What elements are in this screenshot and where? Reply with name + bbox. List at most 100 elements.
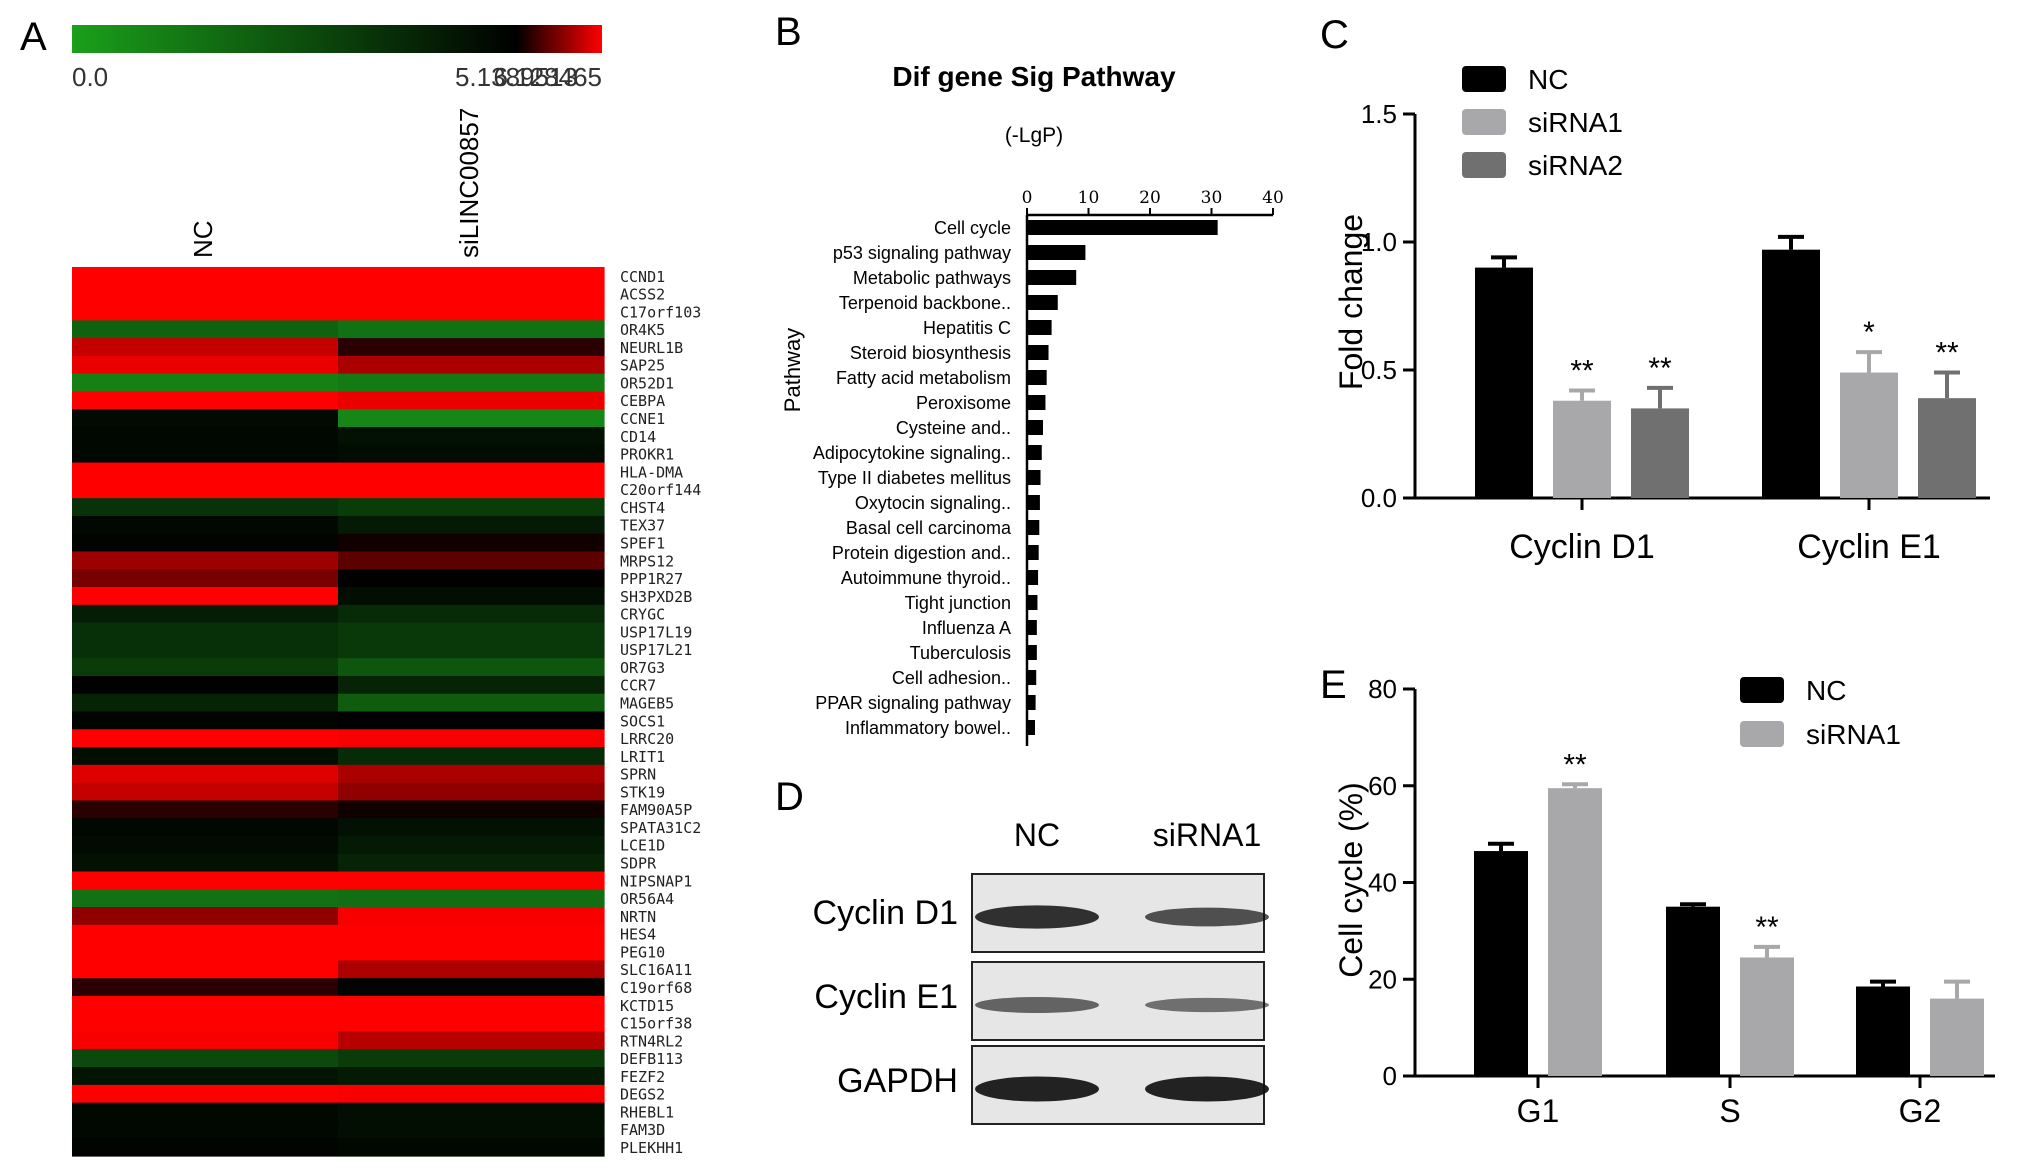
pathway-bar [1027, 420, 1043, 435]
heatmap-cell [72, 907, 339, 926]
fold-change-significance: * [1863, 316, 1875, 349]
heatmap-row-label: RTN4RL2 [620, 1032, 683, 1050]
heatmap-cell [338, 1138, 605, 1157]
heatmap-cell [338, 604, 605, 624]
heatmap-cell [72, 729, 339, 748]
heatmap-cell [338, 569, 605, 588]
heatmap-cell [72, 942, 339, 962]
heatmap-cell [338, 409, 605, 428]
pathway-bar [1027, 695, 1036, 710]
cell-cycle-legend-swatch [1740, 721, 1784, 747]
pathway-bar [1027, 570, 1039, 585]
heatmap-cell [72, 355, 339, 375]
heatmap-cell [338, 355, 605, 375]
heatmap-row-label: CCNE1 [620, 410, 665, 428]
panel-e-cell-cycle-chart: Cell cycle (%) 0 20 40 60 80 G1 S G2 ** ** NC siR… [1333, 674, 1995, 1129]
heatmap-cell [72, 1031, 339, 1050]
fold-change-significance: ** [1570, 354, 1594, 387]
heatmap-cell [72, 782, 339, 801]
heatmap-row-label: C15orf38 [620, 1015, 692, 1033]
pathway-label: Basal cell carcinoma [846, 518, 1012, 538]
pathway-bars: Cell cycle p53 signaling pathway Metabolic… [813, 218, 1218, 738]
fold-change-category-label: Cyclin E1 [1797, 528, 1941, 566]
fold-change-legend: NC siRNA1 siRNA2 [1462, 64, 1623, 181]
pathway-bar [1027, 245, 1086, 260]
heatmap-row-label: SPRN [620, 766, 656, 784]
pathway-bar [1027, 220, 1218, 235]
heatmap-cell [338, 267, 605, 286]
blot-band [975, 905, 1099, 929]
heatmap-cell [338, 302, 605, 321]
heatmap-cell [338, 889, 605, 908]
fold-change-y-tick-label: 0.0 [1361, 483, 1397, 513]
heatmap-row-label: NIPSNAP1 [620, 872, 692, 890]
heatmap-cell [338, 960, 605, 979]
pathway-bar [1027, 720, 1035, 735]
heatmap-row-label: LRRC20 [620, 730, 674, 748]
cell-cycle-y-tick-label: 0 [1383, 1061, 1397, 1091]
heatmap-row-label: DEFB113 [620, 1050, 683, 1068]
heatmap-cell [72, 995, 339, 1015]
pathway-label: Terpenoid backbone.. [839, 293, 1011, 313]
fold-change-legend-swatch [1462, 66, 1506, 92]
heatmap-row-label: PPP1R27 [620, 570, 683, 588]
cell-cycle-bar [1548, 788, 1602, 1076]
heatmap-row-label: CEBPA [620, 392, 665, 410]
cell-cycle-bar [1930, 998, 1984, 1076]
heatmap-cell [338, 551, 605, 570]
colorscale-label-max: 6.128465 [494, 62, 602, 92]
heatmap-cell [338, 942, 605, 962]
fold-change-axis-label: Fold change [1333, 214, 1369, 390]
heatmap-cell [72, 1084, 339, 1104]
fold-change-bar [1553, 400, 1611, 498]
pathway-bar [1027, 495, 1040, 510]
heatmap-row-label: OR7G3 [620, 659, 665, 677]
pathway-label: Oxytocin signaling.. [855, 493, 1011, 513]
panel-d-letter: D [775, 775, 804, 819]
heatmap-row-label: CHST4 [620, 499, 665, 517]
cell-cycle-category-label: G1 [1517, 1093, 1560, 1129]
blot-strips [971, 873, 1269, 1125]
pathway-label: Fatty acid metabolism [836, 368, 1011, 388]
heatmap-row-label: C20orf144 [620, 481, 701, 499]
heatmap-cell [72, 498, 339, 517]
heatmap-row-label: MRPS12 [620, 552, 674, 570]
fold-change-y-tick-label: 1.0 [1361, 227, 1397, 257]
heatmap-cell [338, 462, 605, 481]
pathway-label: Steroid biosynthesis [850, 343, 1011, 363]
heatmap-cell [72, 835, 339, 855]
blot-band [975, 996, 1099, 1014]
heatmap-row-label: USP17L21 [620, 641, 692, 659]
panel-e-letter: E [1320, 663, 1347, 707]
fold-change-y-tick-label: 1.5 [1361, 99, 1397, 129]
cell-cycle-significance: ** [1755, 911, 1779, 944]
heatmap-row-label: OR56A4 [620, 890, 674, 908]
heatmap-row-label: MAGEB5 [620, 695, 674, 713]
heatmap-cell [338, 729, 605, 748]
heatmap-cell [72, 960, 339, 979]
pathway-label: Cell adhesion.. [892, 668, 1011, 688]
pathway-x-tick-label: 10 [1078, 188, 1100, 208]
panel-a-letter: A [20, 15, 47, 59]
heatmap-cell [72, 462, 339, 481]
pathway-bar [1027, 395, 1046, 410]
heatmap-row-label: SPATA31C2 [620, 819, 701, 837]
blot-band [1145, 997, 1269, 1013]
heatmap-cell [338, 853, 605, 873]
fold-change-bar [1840, 372, 1898, 498]
heatmap-row-label: HES4 [620, 926, 656, 944]
heatmap-cell [72, 391, 339, 410]
heatmap-row-label: STK19 [620, 783, 665, 801]
heatmap-cell [72, 622, 339, 641]
cell-cycle-y-tick-label: 80 [1368, 674, 1397, 704]
heatmap-row-label: RHEBL1 [620, 1103, 674, 1121]
pathway-x-tick-label: 30 [1201, 188, 1223, 208]
pathway-bar [1027, 645, 1037, 660]
heatmap-cell [72, 871, 339, 890]
heatmap-cell [72, 320, 339, 339]
blot-row-label: Cyclin D1 [813, 894, 958, 932]
fold-change-bar [1475, 267, 1533, 498]
heatmap-row-label: SPEF1 [620, 534, 665, 552]
panel-a-heatmap: 0.0 5.1389513 6.128465 NC siLINC00857 CC… [72, 25, 701, 1157]
